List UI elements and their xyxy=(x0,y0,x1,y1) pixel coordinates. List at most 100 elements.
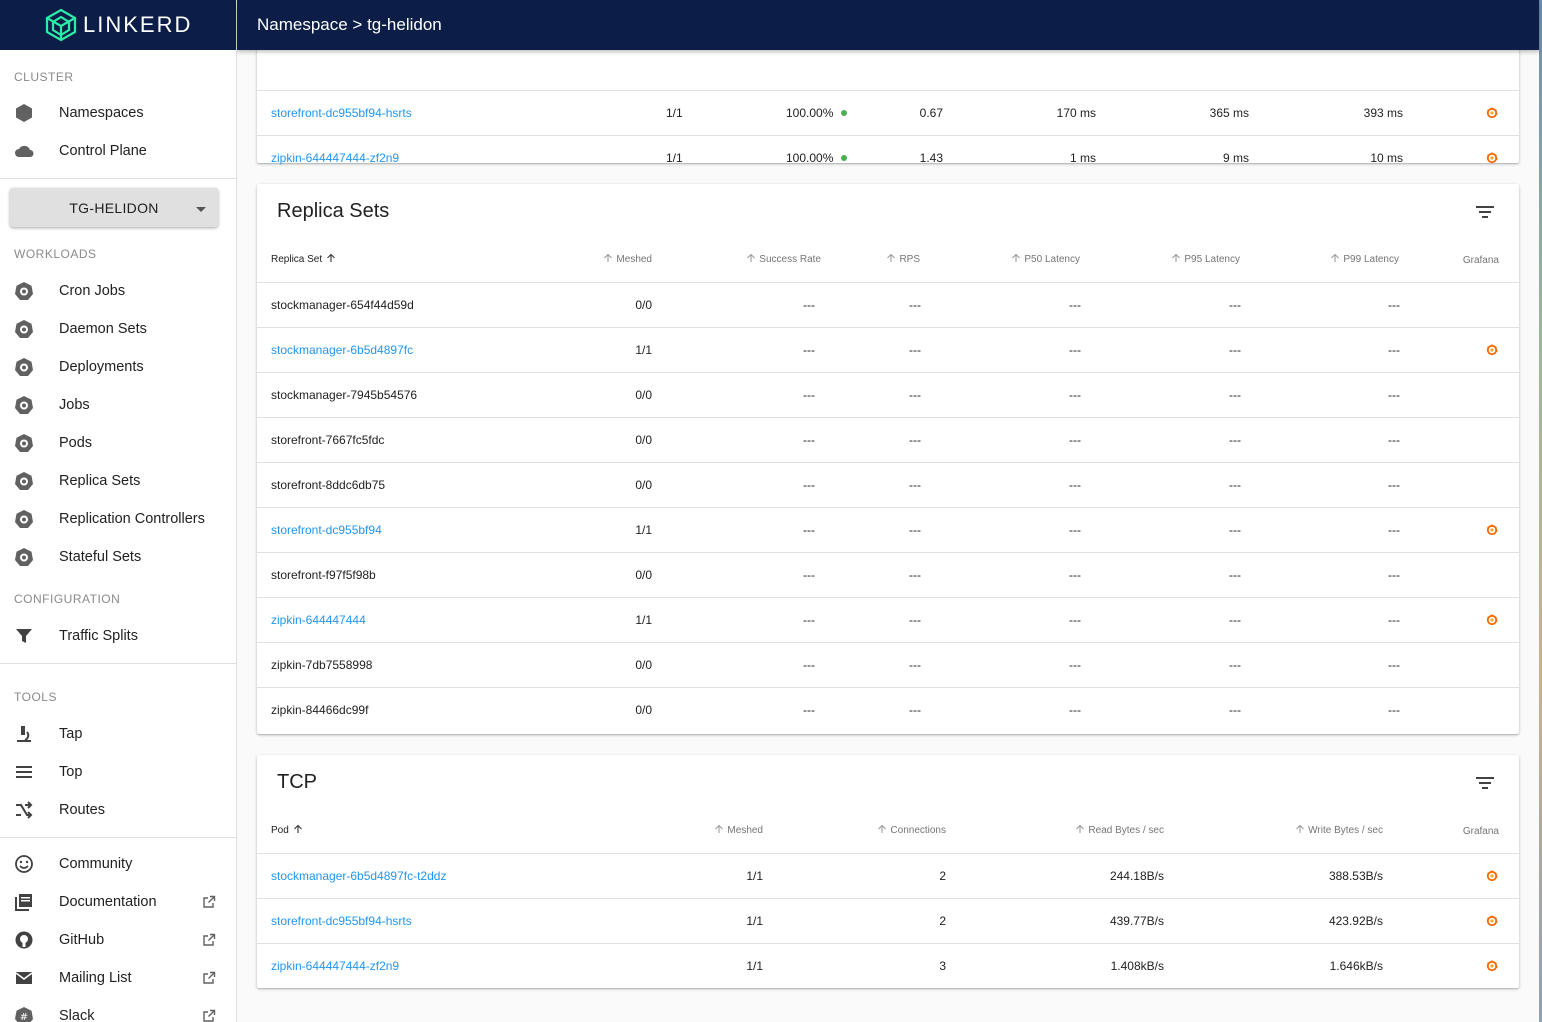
filter-list-icon[interactable] xyxy=(1475,775,1495,791)
rps-cell: --- xyxy=(909,298,921,312)
pod-name-link[interactable]: storefront-dc955bf94-hsrts xyxy=(271,914,412,928)
column-header-p50-latency[interactable]: P50 Latency xyxy=(1011,237,1080,282)
deployment-icon xyxy=(14,357,34,377)
p50-latency-cell: --- xyxy=(1069,388,1081,402)
logo-bar[interactable]: LINKERD xyxy=(0,0,236,50)
p99-cell: 393 ms xyxy=(1363,106,1403,120)
sidebar-item-traffic-splits[interactable]: Traffic Splits xyxy=(0,617,236,655)
sidebar-item-slack[interactable]: # Slack xyxy=(0,997,236,1022)
column-header-meshed[interactable]: Meshed xyxy=(714,808,763,853)
meshed-cell: 1/1 xyxy=(635,613,652,627)
breadcrumb: Namespace > tg-helidon xyxy=(257,15,442,34)
replica-set-name: storefront-8ddc6db75 xyxy=(271,478,386,492)
sidebar-item-control-plane[interactable]: Control Plane xyxy=(0,132,236,170)
top-bar: Namespace > tg-helidon xyxy=(237,0,1539,50)
sidebar-item-top[interactable]: Top xyxy=(0,753,236,791)
grafana-icon[interactable] xyxy=(1486,344,1498,356)
replica-set-link[interactable]: zipkin-644447444 xyxy=(271,613,366,627)
sidebar-item-community[interactable]: Community xyxy=(0,845,236,883)
rps-cell: --- xyxy=(909,433,921,447)
sidebar-item-namespaces[interactable]: Namespaces xyxy=(0,94,236,132)
namespace-icon xyxy=(14,103,34,123)
sidebar-item-jobs[interactable]: Jobs xyxy=(0,386,236,424)
sidebar-item-daemon-sets[interactable]: Daemon Sets xyxy=(0,310,236,348)
grafana-icon[interactable] xyxy=(1486,152,1498,164)
section-label-configuration: CONFIGURATION xyxy=(14,592,121,606)
shuffle-icon xyxy=(14,800,34,820)
pod-name-link[interactable]: stockmanager-6b5d4897fc-t2ddz xyxy=(271,869,447,883)
sidebar-item-deployments[interactable]: Deployments xyxy=(0,348,236,386)
column-header-rps[interactable]: RPS xyxy=(886,237,920,282)
sidebar-item-label: Traffic Splits xyxy=(59,628,138,644)
grafana-icon[interactable] xyxy=(1486,524,1498,536)
connections-cell: 2 xyxy=(939,869,946,883)
column-header-label: Replica Set xyxy=(271,254,323,265)
sidebar-item-replica-sets[interactable]: Replica Sets xyxy=(0,462,236,500)
write-bytes-cell: 423.92B/s xyxy=(1328,914,1383,928)
p95-latency-cell: --- xyxy=(1229,343,1241,357)
sidebar-item-cron-jobs[interactable]: Cron Jobs xyxy=(0,272,236,310)
sidebar-item-replication-controllers[interactable]: Replication Controllers xyxy=(0,500,236,538)
grafana-icon[interactable] xyxy=(1486,107,1498,119)
sidebar-item-label: Top xyxy=(59,764,83,780)
replica-set-link[interactable]: stockmanager-6b5d4897fc xyxy=(271,343,414,357)
column-header-label: Meshed xyxy=(616,254,652,265)
column-header-read-bytes[interactable]: Read Bytes / sec xyxy=(1075,808,1164,853)
pod-name-link[interactable]: zipkin-644447444-zf2n9 xyxy=(271,959,400,973)
section-label-cluster: CLUSTER xyxy=(14,70,74,84)
grafana-icon[interactable] xyxy=(1486,614,1498,626)
column-header-p99-latency[interactable]: P99 Latency xyxy=(1330,237,1399,282)
sidebar-item-github[interactable]: GitHub xyxy=(0,921,236,959)
p50-latency-cell: --- xyxy=(1069,613,1081,627)
column-header-write-bytes[interactable]: Write Bytes / sec xyxy=(1295,808,1383,853)
column-header-replica-set[interactable]: Replica Set xyxy=(271,237,336,282)
column-header-success-rate[interactable]: Success Rate xyxy=(746,237,821,282)
meshed-cell: 0/0 xyxy=(635,388,652,402)
column-header-grafana[interactable]: Grafana xyxy=(1463,809,1499,854)
sidebar-item-stateful-sets[interactable]: Stateful Sets xyxy=(0,538,236,576)
column-header-grafana[interactable]: Grafana xyxy=(1463,238,1499,283)
grafana-icon[interactable] xyxy=(1486,960,1498,972)
replica-sets-card: Replica Sets Replica Set Meshed Success Ra… xyxy=(257,184,1519,734)
meshed-cell: 0/0 xyxy=(635,433,652,447)
table-row: zipkin-644447444-zf2n9 1/1 100.00% 1.43 1 ms… xyxy=(257,135,1519,180)
column-header-meshed[interactable]: Meshed xyxy=(603,237,652,282)
rps-cell: --- xyxy=(909,478,921,492)
p95-latency-cell: --- xyxy=(1229,658,1241,672)
sidebar-item-pods[interactable]: Pods xyxy=(0,424,236,462)
read-bytes-cell: 244.18B/s xyxy=(1109,869,1164,883)
external-link-icon xyxy=(202,895,216,909)
tcp-title: TCP xyxy=(277,771,317,793)
p95-latency-cell: --- xyxy=(1229,298,1241,312)
success-status-dot xyxy=(841,110,847,116)
pod-name-link[interactable]: storefront-dc955bf94-hsrts xyxy=(271,106,412,120)
cloud-icon xyxy=(14,141,34,161)
sidebar: LINKERD CLUSTER Namespaces Control Plane … xyxy=(0,0,237,1022)
p95-latency-cell: --- xyxy=(1229,523,1241,537)
p95-latency-cell: --- xyxy=(1229,478,1241,492)
pod-name-link[interactable]: zipkin-644447444-zf2n9 xyxy=(271,151,400,165)
grafana-icon[interactable] xyxy=(1486,870,1498,882)
column-header-p95-latency[interactable]: P95 Latency xyxy=(1171,237,1240,282)
job-icon xyxy=(14,395,34,415)
brand-name: LINKERD xyxy=(83,12,193,37)
column-header-label: P50 Latency xyxy=(1024,254,1080,265)
sidebar-item-routes[interactable]: Routes xyxy=(0,791,236,829)
sidebar-item-label: Cron Jobs xyxy=(59,283,126,299)
sidebar-item-tap[interactable]: Tap xyxy=(0,715,236,753)
replica-set-link[interactable]: storefront-dc955bf94 xyxy=(271,523,382,537)
replicaset-icon xyxy=(14,471,34,491)
rps-cell: 1.43 xyxy=(919,151,943,165)
rps-cell: 0.67 xyxy=(919,106,943,120)
column-header-label: Grafana xyxy=(1462,826,1499,837)
grafana-icon[interactable] xyxy=(1486,915,1498,927)
sidebar-item-label: Namespaces xyxy=(59,105,144,121)
filter-list-icon[interactable] xyxy=(1475,204,1495,220)
sidebar-item-documentation[interactable]: Documentation xyxy=(0,883,236,921)
list-icon xyxy=(14,762,34,782)
sidebar-item-label: Deployments xyxy=(59,359,144,375)
sidebar-item-mailing-list[interactable]: Mailing List xyxy=(0,959,236,997)
namespace-select[interactable]: TG-HELIDON xyxy=(10,188,218,227)
column-header-pod[interactable]: Pod xyxy=(271,808,303,853)
column-header-connections[interactable]: Connections xyxy=(877,808,946,853)
